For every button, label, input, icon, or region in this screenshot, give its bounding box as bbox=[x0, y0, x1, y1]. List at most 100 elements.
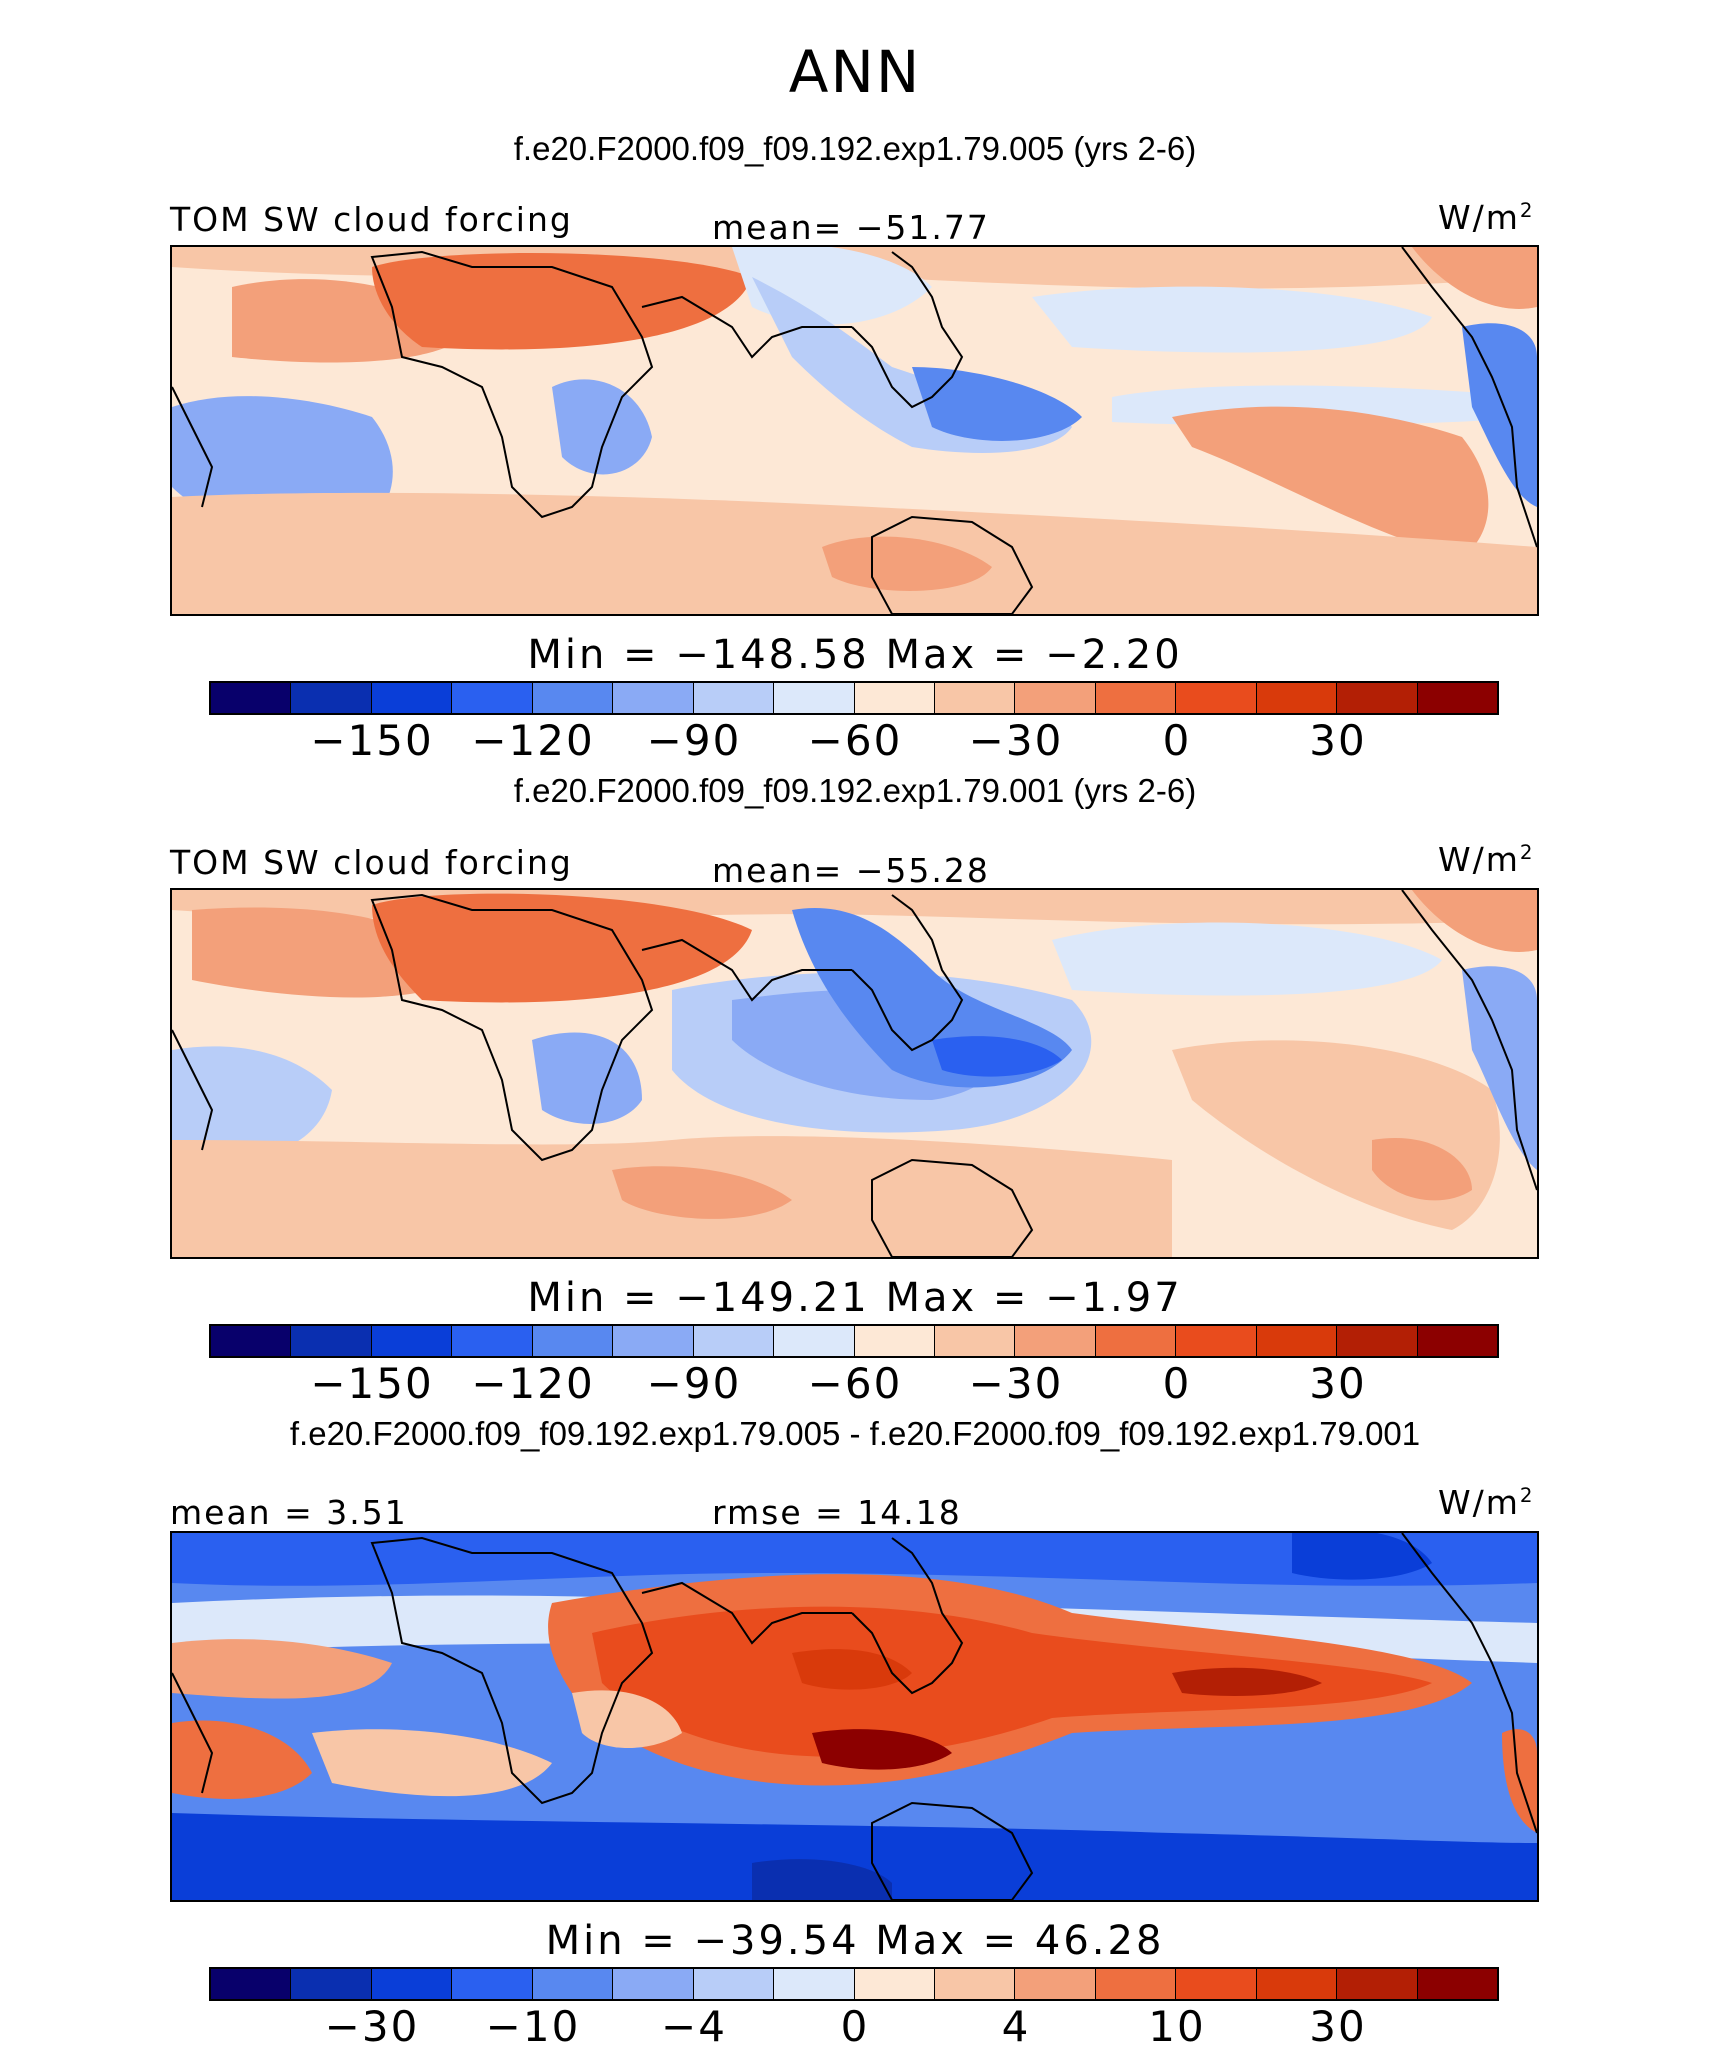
colorbar-swatch bbox=[1095, 683, 1177, 713]
panel-1-tick: 0 bbox=[1162, 716, 1192, 765]
panel-3-tick: 30 bbox=[1309, 2002, 1367, 2051]
colorbar-swatch bbox=[1095, 1969, 1177, 1999]
colorbar-swatch bbox=[934, 1326, 1016, 1356]
contour-region bbox=[172, 1813, 1537, 1900]
colorbar-swatch bbox=[1015, 1326, 1096, 1356]
colorbar-swatch bbox=[854, 1326, 935, 1356]
contour-region bbox=[792, 1649, 912, 1690]
colorbar-swatch bbox=[613, 1969, 694, 1999]
contour-region bbox=[592, 1606, 1432, 1757]
panel-3-map bbox=[170, 1531, 1539, 1902]
panel-1-tick: −60 bbox=[807, 716, 903, 765]
colorbar-swatch bbox=[693, 1326, 775, 1356]
colorbar-swatch bbox=[1417, 1969, 1497, 1999]
colorbar-swatch bbox=[613, 683, 694, 713]
panel-2-variable-label: TOM SW cloud forcing bbox=[170, 843, 573, 882]
panel-2-minmax: Min = −149.21 Max = −1.97 bbox=[527, 1275, 1183, 1321]
contour-region bbox=[1412, 247, 1537, 309]
contour-region bbox=[172, 1533, 1537, 1586]
colorbar-swatch bbox=[371, 1969, 453, 1999]
colorbar-swatch bbox=[532, 683, 614, 713]
coastlines bbox=[172, 1533, 1537, 1900]
contour-region bbox=[552, 379, 652, 475]
contour-region bbox=[612, 1166, 792, 1219]
colorbar-swatch bbox=[1337, 1326, 1418, 1356]
season-title: ANN bbox=[788, 38, 922, 106]
colorbar-swatch bbox=[854, 1969, 935, 1999]
panel-2-tick: −120 bbox=[471, 1359, 595, 1408]
panel-3-tick: 0 bbox=[840, 2002, 870, 2051]
colorbar-swatch bbox=[211, 1326, 292, 1356]
contour-region bbox=[1462, 323, 1537, 507]
colorbar-swatch bbox=[1015, 683, 1096, 713]
colorbar-swatch bbox=[693, 683, 775, 713]
panel-2-tick: −60 bbox=[807, 1359, 903, 1408]
colorbar-swatch bbox=[613, 1326, 694, 1356]
colorbar-swatch bbox=[774, 1969, 855, 1999]
contour-region bbox=[572, 1690, 682, 1748]
colorbar-swatch bbox=[452, 1326, 533, 1356]
colorbar-swatch bbox=[1417, 683, 1497, 713]
panel-2-tick: −90 bbox=[646, 1359, 742, 1408]
contour-region bbox=[912, 367, 1082, 441]
contour-region bbox=[172, 1046, 332, 1163]
panel-1-map bbox=[170, 245, 1539, 616]
panel-3-tick: −10 bbox=[485, 2002, 581, 2051]
colorbar-swatch bbox=[854, 683, 935, 713]
colorbar-swatch bbox=[452, 683, 533, 713]
contour-region bbox=[932, 1036, 1062, 1077]
panel-1-tick: −120 bbox=[471, 716, 595, 765]
coastlines bbox=[172, 247, 1537, 614]
panel-3-mean-label: mean = 3.51 bbox=[170, 1493, 408, 1532]
panel-3-colorbar bbox=[209, 1967, 1499, 2001]
panel-2-tick: 0 bbox=[1162, 1359, 1192, 1408]
contour-region bbox=[172, 1720, 312, 1799]
colorbar-swatch bbox=[1095, 1326, 1177, 1356]
colorbar-swatch bbox=[774, 683, 855, 713]
panel-3-minmax: Min = −39.54 Max = 46.28 bbox=[545, 1918, 1165, 1964]
panel-1-tick: −30 bbox=[968, 716, 1064, 765]
panel-3-units: W/m2 bbox=[1438, 1483, 1535, 1522]
colorbar-swatch bbox=[452, 1969, 533, 1999]
panel-1-tick: −90 bbox=[646, 716, 742, 765]
colorbar-swatch bbox=[211, 683, 292, 713]
colorbar-swatch bbox=[291, 1326, 372, 1356]
colorbar-swatch bbox=[1015, 1969, 1096, 1999]
contour-region bbox=[1172, 406, 1489, 557]
contour-region bbox=[372, 893, 752, 1003]
contour-region bbox=[1412, 890, 1537, 952]
panel-1-variable-label: TOM SW cloud forcing bbox=[170, 200, 573, 239]
panel-1-title: f.e20.F2000.f09_f09.192.exp1.79.005 (yrs… bbox=[513, 130, 1197, 167]
colorbar-swatch bbox=[934, 683, 1016, 713]
contour-region bbox=[1172, 1667, 1322, 1696]
panel-3-rmse-label: rmse = 14.18 bbox=[712, 1493, 962, 1532]
panel-1-units: W/m2 bbox=[1438, 198, 1535, 237]
contour-region bbox=[172, 1639, 392, 1699]
colorbar-swatch bbox=[1337, 1969, 1418, 1999]
panel-3-tick: −30 bbox=[324, 2002, 420, 2051]
colorbar-swatch bbox=[1256, 1969, 1338, 1999]
colorbar-swatch bbox=[532, 1326, 614, 1356]
colorbar-swatch bbox=[774, 1326, 855, 1356]
panel-3-tick: 10 bbox=[1148, 2002, 1206, 2051]
colorbar-swatch bbox=[693, 1969, 775, 1999]
panel-2-tick: 30 bbox=[1309, 1359, 1367, 1408]
colorbar-swatch bbox=[1337, 683, 1418, 713]
panel-1-mean-label: mean= −51.77 bbox=[712, 208, 990, 247]
colorbar-swatch bbox=[291, 683, 372, 713]
contour-region bbox=[312, 1729, 552, 1797]
colorbar-swatch bbox=[291, 1969, 372, 1999]
panel-1-tick: −150 bbox=[310, 716, 434, 765]
colorbar-swatch bbox=[532, 1969, 614, 1999]
panel-3-title: f.e20.F2000.f09_f09.192.exp1.79.005 - f.… bbox=[289, 1415, 1421, 1452]
contour-region bbox=[372, 253, 752, 350]
panel-2-tick: −30 bbox=[968, 1359, 1064, 1408]
panel-1-colorbar bbox=[209, 681, 1499, 715]
colorbar-swatch bbox=[1256, 1326, 1338, 1356]
colorbar-swatch bbox=[1176, 1969, 1257, 1999]
panel-1-minmax: Min = −148.58 Max = −2.20 bbox=[527, 632, 1183, 678]
panel-3-tick: 4 bbox=[1001, 2002, 1031, 2051]
panel-2-title: f.e20.F2000.f09_f09.192.exp1.79.001 (yrs… bbox=[513, 772, 1197, 809]
colorbar-swatch bbox=[371, 683, 453, 713]
contour-region bbox=[532, 1032, 642, 1124]
